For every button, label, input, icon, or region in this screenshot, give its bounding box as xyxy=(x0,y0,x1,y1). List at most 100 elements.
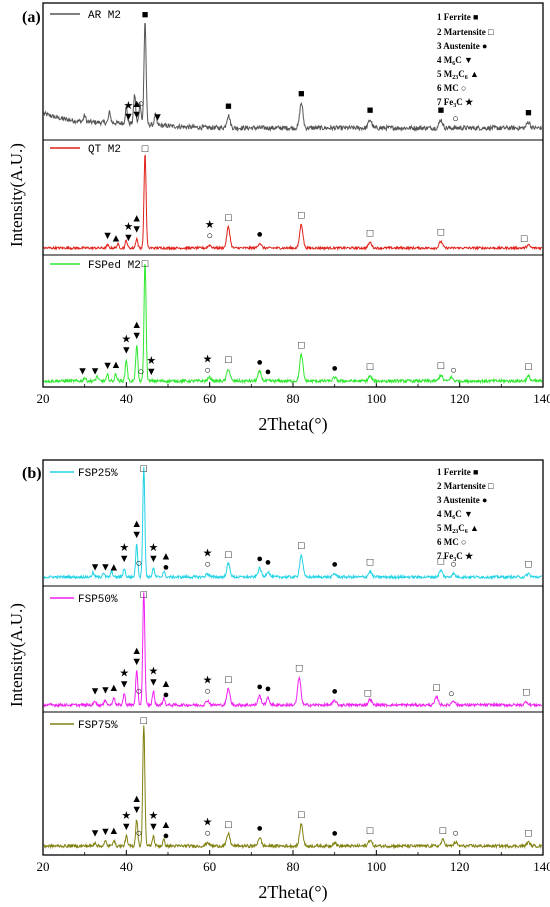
phase-marker: ○ xyxy=(450,364,457,376)
phase-marker: ▲ xyxy=(131,518,142,530)
phase-marker: □ xyxy=(525,559,532,571)
phase-marker: ● xyxy=(256,822,263,834)
phase-marker: □ xyxy=(225,212,232,224)
phase-marker: ▲ xyxy=(110,359,121,371)
phase-marker: □ xyxy=(225,549,232,561)
phase-marker: □ xyxy=(367,557,374,569)
phase-marker: □ xyxy=(225,354,232,366)
x-tick-label: 40 xyxy=(120,391,133,406)
phase-marker: □ xyxy=(141,715,148,727)
phase-marker: ★ xyxy=(205,219,215,231)
phase-marker: ● xyxy=(256,228,263,240)
phase-marker: ▼ xyxy=(131,330,142,342)
x-tick-label: 60 xyxy=(203,859,216,874)
phase-marker: ★ xyxy=(119,668,129,680)
phase-marker: ▲ xyxy=(110,233,121,245)
legend-item-7: 7 Fe3C ★ xyxy=(437,551,474,563)
x-tick-label: 140 xyxy=(533,391,550,406)
panel-a-legend: 1 Ferrite ■ 2 Martensite □ 3 Austenite ●… xyxy=(437,12,494,109)
phase-marker: ○ xyxy=(206,230,213,242)
phase-marker: ★ xyxy=(121,333,131,345)
panel-a-frame xyxy=(42,2,544,388)
phase-marker: □ xyxy=(438,360,445,372)
xrd-pattern-line xyxy=(43,22,543,133)
phase-marker: ○ xyxy=(448,688,455,700)
phase-marker: ▼ xyxy=(119,553,130,565)
phase-marker: ★ xyxy=(121,810,131,822)
phase-marker: ▲ xyxy=(108,825,119,837)
phase-marker: ▲ xyxy=(160,819,171,831)
x-tick-label: 100 xyxy=(367,859,387,874)
panel-a-label: (a) xyxy=(22,9,41,26)
x-tick-label: 60 xyxy=(203,391,216,406)
phase-marker: ○ xyxy=(452,827,459,839)
phase-marker: ▼ xyxy=(102,230,113,242)
phase-marker: ● xyxy=(163,689,170,701)
phase-marker: ▲ xyxy=(108,561,119,573)
phase-marker: ▼ xyxy=(123,111,134,123)
series-label: FSP75% xyxy=(78,720,118,732)
phase-marker: ▼ xyxy=(100,684,111,696)
phase-marker: ■ xyxy=(142,9,149,21)
phase-marker: ▼ xyxy=(131,656,142,668)
legend-item-5: 5 M23C6 ▲ xyxy=(437,69,479,81)
phase-marker: ▼ xyxy=(102,360,113,372)
legend-item-4: 4 M6C ▼ xyxy=(437,509,473,521)
phase-marker: ▼ xyxy=(90,685,101,697)
phase-marker: ▼ xyxy=(77,366,88,378)
x-tick-label: 80 xyxy=(287,391,300,406)
phase-marker: ▼ xyxy=(152,112,163,124)
phase-marker: ■ xyxy=(225,101,232,113)
phase-marker: ● xyxy=(331,685,338,697)
panel-b-frame xyxy=(42,459,544,856)
phase-marker: □ xyxy=(523,687,530,699)
x-tick-label: 40 xyxy=(120,859,133,874)
xrd-pattern-line xyxy=(43,263,543,385)
phase-marker: ▲ xyxy=(131,793,142,805)
panel-b-ylabel: Intensity(A.U.) xyxy=(7,603,26,707)
series-label: FSP25% xyxy=(78,468,118,480)
phase-marker: ○ xyxy=(136,558,143,570)
panel-b-legend: 1 Ferrite ■ 2 Martensite □ 3 Austenite ●… xyxy=(437,467,494,563)
phase-marker: ▼ xyxy=(90,561,101,573)
phase-marker: ▼ xyxy=(148,821,159,833)
phase-marker: ★ xyxy=(123,100,133,112)
panel-a-xlabel: 2Theta(°) xyxy=(258,414,327,435)
phase-marker: ▼ xyxy=(119,679,130,691)
legend-item-7: 7 Fe3C ★ xyxy=(437,97,474,109)
phase-marker: ■ xyxy=(298,88,305,100)
phase-marker: ▼ xyxy=(90,365,101,377)
legend-item-1: 1 Ferrite ■ xyxy=(437,12,478,22)
xrd-pattern-line xyxy=(43,592,543,709)
phase-marker: □ xyxy=(142,258,149,270)
phase-marker: □ xyxy=(298,809,305,821)
phase-marker: □ xyxy=(298,340,305,352)
phase-marker: ★ xyxy=(148,810,158,822)
phase-marker: □ xyxy=(225,674,232,686)
phase-marker: ● xyxy=(265,366,272,378)
series-label: QT M2 xyxy=(88,144,121,156)
series-label: AR M2 xyxy=(88,10,121,22)
phase-marker: ▲ xyxy=(108,682,119,694)
phase-marker: ○ xyxy=(136,686,143,698)
phase-marker: □ xyxy=(365,688,372,700)
phase-marker: ● xyxy=(256,681,263,693)
xrd-pattern-line xyxy=(43,154,543,252)
phase-marker: ▼ xyxy=(148,676,159,688)
phase-marker: □ xyxy=(525,827,532,839)
phase-marker: □ xyxy=(367,825,374,837)
phase-marker: ■ xyxy=(438,105,445,117)
phase-marker: ★ xyxy=(148,665,158,677)
legend-item-6: 6 MC ○ xyxy=(437,83,466,93)
phase-marker: ▼ xyxy=(131,529,142,541)
phase-marker: □ xyxy=(438,555,445,567)
phase-marker: ○ xyxy=(136,828,143,840)
phase-marker: □ xyxy=(298,540,305,552)
phase-marker: □ xyxy=(142,143,149,155)
phase-marker: □ xyxy=(438,226,445,238)
phase-marker: ▼ xyxy=(100,826,111,838)
